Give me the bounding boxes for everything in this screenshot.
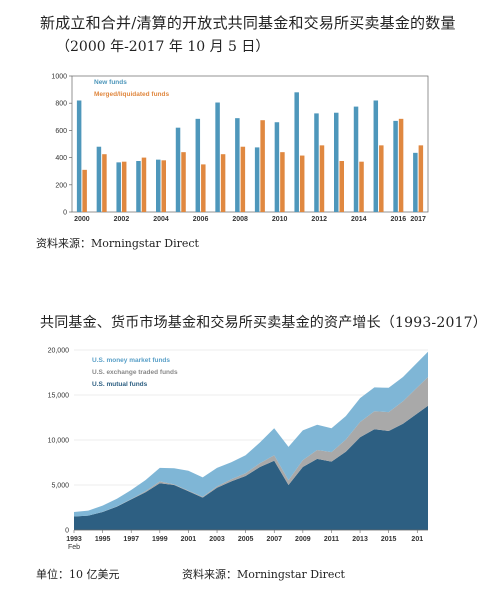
y-tick-label: 600 [55, 128, 67, 135]
bar-merged-funds [299, 155, 305, 212]
x-tick-label: 2002 [114, 216, 130, 223]
legend-merged-funds: Merged/liquidated funds [94, 91, 169, 98]
bar-new-funds [294, 92, 299, 212]
x-tick-sublabel: Feb [68, 544, 80, 551]
bar-merged-funds [141, 157, 147, 212]
bar-new-funds [195, 118, 201, 212]
chart1-title: 新成立和合并/清算的开放式共同基金和交易所买卖基金的数量 [40, 14, 456, 32]
x-tick-label: 2001 [181, 536, 197, 543]
bar-new-funds [393, 120, 398, 212]
bar-merged-funds [339, 161, 344, 212]
y-tick-label: 800 [55, 101, 67, 108]
x-tick-label: 1993 [66, 536, 82, 543]
x-tick-label: 2003 [209, 536, 225, 543]
area-chart: 0 5,000 10,000 15,000 20,000 1993 1995 1997 1999… [48, 348, 428, 551]
x-tick-label: 2017 [410, 216, 426, 223]
x-tick-label: 1995 [95, 536, 111, 543]
chart2-title: 共同基金、货币市场基金和交易所买卖基金的资产增长（1993-2017） [40, 315, 487, 331]
legend-mutual-funds: U.S. mutual funds [92, 381, 148, 388]
y-tick-label: 5,000 [51, 483, 69, 490]
bar-chart: 0 200 400 600 800 1000 2000 2002 2004 2006 2008 201… [51, 74, 429, 223]
x-tick-label: 2009 [295, 536, 311, 543]
x-tick-label: 2005 [238, 536, 254, 543]
bar-merged-funds [240, 146, 246, 212]
x-tick-label: 2000 [74, 216, 90, 223]
bar-new-funds [156, 159, 161, 212]
legend-etf: U.S. exchange traded funds [92, 369, 178, 376]
bar-merged-funds [379, 145, 384, 212]
y-tick-label: 15,000 [48, 393, 70, 400]
bar-new-funds [373, 100, 379, 212]
area-money-market [74, 351, 428, 517]
bar-merged-funds [201, 164, 206, 212]
bar-new-funds [175, 127, 181, 212]
bar-new-funds [413, 152, 418, 212]
bar-new-funds [76, 100, 82, 212]
x-tick-label: 2010 [272, 216, 288, 223]
x-tick-label: 2011 [324, 536, 339, 543]
x-tick-label: 2012 [311, 216, 327, 223]
bar-new-funds [353, 106, 359, 212]
chart1-source: 资料来源：Morningstar Direct [36, 237, 199, 250]
y-tick-label: 400 [55, 155, 67, 162]
bar-new-funds [274, 122, 280, 212]
x-tick-label: 201 [411, 536, 423, 543]
x-tick-label: 2007 [266, 536, 282, 543]
x-tick-label: 1999 [152, 536, 168, 543]
x-tick-label: 2016 [391, 216, 407, 223]
y-tick-label: 0 [65, 528, 69, 535]
y-tick-label: 200 [55, 182, 67, 189]
bar-new-funds [116, 162, 121, 212]
bar-merged-funds [121, 161, 127, 212]
bar-merged-funds [82, 169, 87, 212]
y-tick-label: 0 [63, 210, 67, 217]
bar-new-funds [96, 146, 102, 212]
area-mutual-funds [74, 405, 428, 530]
bar-new-funds [334, 112, 339, 212]
bar-new-funds [254, 147, 260, 212]
y-tick-label: 20,000 [48, 348, 70, 355]
bar-new-funds [314, 113, 319, 212]
x-tick-label: 2008 [232, 216, 248, 223]
bar-merged-funds [398, 118, 404, 212]
legend-new-funds: New funds [94, 79, 127, 86]
bar-merged-funds [161, 160, 166, 212]
bar-merged-funds [102, 154, 107, 212]
x-tick-label: 2013 [352, 536, 368, 543]
x-tick-label: 1997 [123, 536, 139, 543]
x-tick-label: 2004 [153, 216, 169, 223]
bar-merged-funds [359, 161, 364, 212]
bar-new-funds [235, 118, 240, 212]
bar-merged-funds [319, 145, 325, 212]
bar-merged-funds [418, 145, 424, 212]
x-tick-label: 2006 [193, 216, 209, 223]
bar-merged-funds [181, 152, 186, 212]
y-tick-label: 1000 [51, 74, 67, 81]
y-tick-label: 10,000 [48, 438, 70, 445]
bar-merged-funds [280, 152, 285, 212]
chart2-source: 资料来源：Morningstar Direct [182, 568, 345, 581]
x-tick-label: 2014 [351, 216, 367, 223]
chart2-unit: 单位：10 亿美元 [36, 568, 120, 581]
bar-new-funds [136, 161, 141, 212]
chart1-subtitle: （2000 年-2017 年 10 月 5 日） [56, 39, 270, 55]
bar-merged-funds [220, 154, 226, 212]
x-tick-label: 2015 [381, 536, 397, 543]
bar-merged-funds [260, 120, 265, 212]
plot-frame [71, 75, 429, 213]
legend-money-market: U.S. money market funds [92, 357, 170, 364]
bar-new-funds [215, 102, 220, 212]
